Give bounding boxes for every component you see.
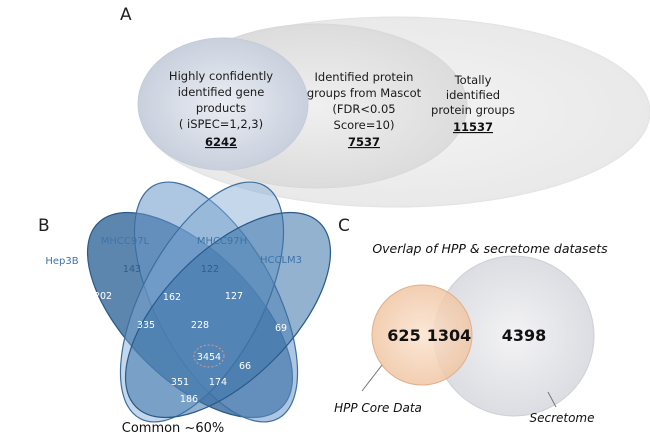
set-label-hep3b: Hep3B	[45, 256, 78, 267]
middle-line: Score=10)	[334, 118, 395, 132]
middle-count: 7537	[348, 135, 380, 149]
region-all: 3454	[197, 352, 221, 363]
region-hep3b-l-h: 335	[137, 320, 155, 331]
inner-line: ( iSPEC=1,2,3)	[179, 117, 263, 131]
middle-set-label: Identified protein groups from Mascot (F…	[307, 70, 422, 149]
region-l-h: 162	[163, 292, 181, 303]
region-hep3b-only: 351	[51, 324, 69, 335]
inner-line: identified gene	[178, 85, 265, 99]
region-lm3-only: 69	[275, 323, 287, 334]
outer-line: protein groups	[431, 103, 515, 117]
panel-a-letter: A	[120, 5, 132, 25]
region-l-h-lm3: 228	[191, 320, 209, 331]
set-label-mhcc97h: MHCC97H	[197, 236, 247, 247]
panel-c-letter: C	[338, 216, 350, 236]
hcclm3-ellipse	[124, 211, 332, 419]
middle-line: (FDR<0.05	[332, 102, 395, 116]
outer-line: Totally	[454, 73, 492, 87]
hpp-label: HPP Core Data	[334, 401, 422, 415]
four-set-venn	[86, 181, 332, 423]
inner-set-label: Highly confidently identified gene produ…	[169, 69, 273, 149]
middle-line: Identified protein	[315, 70, 414, 84]
region-hep3b-h: 266	[86, 362, 104, 373]
region-hep3b-lm3: 186	[180, 394, 198, 405]
set-label-mhcc97l: MHCC97L	[101, 236, 150, 247]
region-l-lm3: 66	[239, 361, 251, 372]
overlap-count: 1304	[427, 326, 472, 345]
inner-line: products	[196, 101, 246, 115]
hpp-circle	[371, 284, 473, 386]
hpp-only-count: 625	[387, 326, 420, 345]
secretome-leader-line	[547, 391, 557, 408]
secretome-only-count: 4398	[502, 326, 547, 345]
region-hep3b-h-lm3: 174	[209, 377, 227, 388]
outer-set-label: Totally identified protein groups 11537	[431, 73, 515, 134]
middle-line: groups from Mascot	[307, 86, 422, 100]
core-highlight	[193, 344, 225, 368]
inner-line: Highly confidently	[169, 69, 273, 83]
region-h-only: 122	[201, 264, 219, 275]
panel-c-title: Overlap of HPP & secretome datasets	[372, 241, 608, 256]
panel-b-letter: B	[38, 216, 50, 236]
outer-line: identified	[446, 88, 500, 102]
region-l-only: 143	[123, 264, 141, 275]
secretome-label: Secretome	[529, 411, 594, 425]
venn-caption: Common ~60%	[122, 421, 224, 436]
outer-count: 11537	[453, 120, 493, 134]
inner-count: 6242	[205, 135, 237, 149]
region-h-lm3: 127	[225, 291, 243, 302]
inner-set-ellipse	[137, 37, 309, 171]
hpp-leader-line	[361, 364, 383, 392]
set-label-hcclm3: HCCLM3	[260, 255, 302, 266]
region-hep3b-l-lm3: 351	[171, 377, 189, 388]
region-hep3b-l: 202	[94, 291, 112, 302]
